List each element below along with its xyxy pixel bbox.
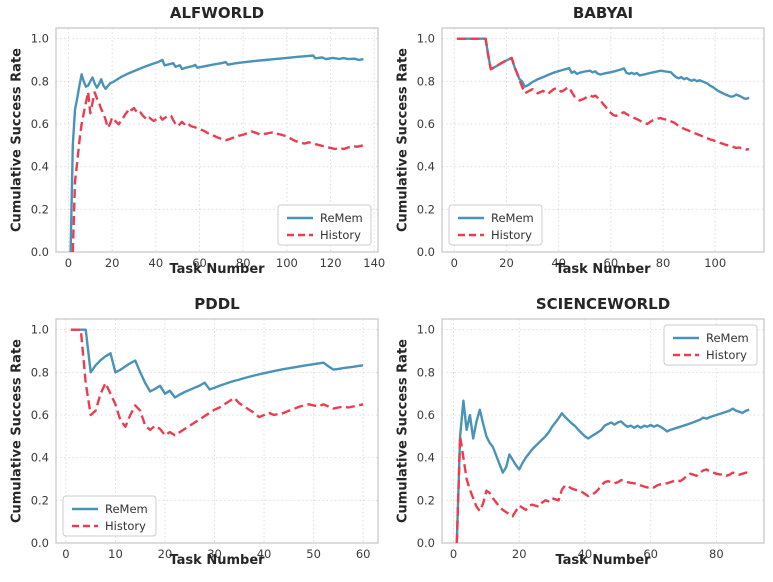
x-tick-label: 0 <box>62 547 69 561</box>
legend-label-remem: ReMem <box>320 211 363 225</box>
x-tick-label: 30 <box>207 547 222 561</box>
chart-alfworld: ALFWORLD Cumulative Success Rate 0 20 40 60… <box>0 0 386 291</box>
y-tick-label: 0.4 <box>417 451 435 465</box>
legend-label-remem: ReMem <box>105 502 148 516</box>
series-line-remem <box>70 328 364 399</box>
chart-scienceworld: SCIENCEWORLD Cumulative Success Rate 0 20… <box>386 291 773 582</box>
x-tick-label: 10 <box>108 547 123 561</box>
y-tick-label: 0.6 <box>417 408 435 422</box>
y-tick-label: 0.0 <box>31 245 49 259</box>
y-tick-label: 0.8 <box>417 365 435 379</box>
y-tick-label: 0.8 <box>31 365 49 379</box>
y-tick-label: 0.6 <box>31 117 49 131</box>
legend-label-history: History <box>491 228 532 242</box>
plot-area-scienceworld: 0 20 40 60 80 0.0 0.2 0.4 0.6 0.8 1.0 ReMem History <box>417 318 765 561</box>
x-tick-label: 60 <box>192 256 207 270</box>
plot-area-alfworld: 0 20 40 60 80 100 120 140 0.0 0.2 0.4 0.6 0.8 1.0 ReMe… <box>31 27 385 270</box>
axes-frame <box>55 27 379 253</box>
series-line-history <box>455 435 750 543</box>
x-tick-label: 140 <box>363 256 385 270</box>
x-tick-label: 20 <box>105 256 120 270</box>
axes-frame <box>441 27 765 253</box>
plot-area-pddl: 0 10 20 30 40 50 60 0.0 0.2 0.4 0.6 0.8 1.0 ReMem Hist… <box>31 318 379 561</box>
x-tick-label: 80 <box>709 547 724 561</box>
legend: ReMem History <box>448 204 543 246</box>
x-tick-label: 60 <box>643 547 658 561</box>
y-tick-label: 0.0 <box>417 245 435 259</box>
x-tick-label: 100 <box>276 256 298 270</box>
x-tick-label: 40 <box>578 547 593 561</box>
y-tick-label: 1.0 <box>31 32 49 46</box>
y-tick-label: 0.6 <box>31 408 49 422</box>
x-tick-label: 60 <box>356 547 371 561</box>
y-tick-label: 0.2 <box>31 493 49 507</box>
legend-label-remem: ReMem <box>706 331 749 345</box>
x-tick-label: 20 <box>512 547 527 561</box>
x-tick-label: 40 <box>149 256 164 270</box>
chart-title-alfworld: ALFWORLD <box>169 4 265 22</box>
y-tick-label: 0.8 <box>417 74 435 88</box>
x-tick-label: 20 <box>499 256 514 270</box>
y-tick-label: 1.0 <box>31 323 49 337</box>
y-tick-label: 0.0 <box>417 536 435 550</box>
x-tick-label: 0 <box>450 547 457 561</box>
x-tick-label: 100 <box>704 256 726 270</box>
x-tick-label: 120 <box>320 256 342 270</box>
y-tick-label: 0.4 <box>417 160 435 174</box>
series-line-history <box>70 328 364 437</box>
legend: ReMem History <box>277 204 372 246</box>
x-axis-label: Task Number <box>169 553 265 568</box>
chart-title-scienceworld: SCIENCEWORLD <box>535 295 671 313</box>
y-tick-label: 0.2 <box>417 202 435 216</box>
series-line-remem <box>69 54 364 252</box>
legend: ReMem History <box>663 324 758 366</box>
x-axis-label: Task Number <box>169 262 265 277</box>
x-tick-label: 0 <box>65 256 72 270</box>
x-axis-label: Task Number <box>555 553 651 568</box>
y-tick-label: 0.2 <box>31 202 49 216</box>
x-tick-label: 80 <box>656 256 671 270</box>
legend: ReMem History <box>62 495 157 537</box>
chart-babyai: BABYAI Cumulative Success Rate 0 20 40 60 80… <box>386 0 773 291</box>
chart-title-pddl: PDDL <box>194 295 240 313</box>
x-tick-label: 60 <box>604 256 619 270</box>
plot-area-babyai: 0 20 40 60 80 100 0.0 0.2 0.4 0.6 0.8 1.0 ReMem Histo… <box>417 27 765 270</box>
y-tick-label: 0.8 <box>31 74 49 88</box>
y-tick-label: 1.0 <box>417 323 435 337</box>
legend-label-remem: ReMem <box>491 211 534 225</box>
y-tick-label: 0.0 <box>31 536 49 550</box>
series-line-remem <box>455 399 750 543</box>
axes-frame <box>55 318 379 544</box>
chart-title-babyai: BABYAI <box>572 4 634 22</box>
legend-label-history: History <box>706 348 747 362</box>
x-tick-label: 50 <box>306 547 321 561</box>
series-line-history <box>456 37 750 151</box>
y-tick-label: 0.6 <box>417 117 435 131</box>
x-tick-label: 20 <box>158 547 173 561</box>
chart-pddl: PDDL Cumulative Success Rate 0 10 20 30 40 50… <box>0 291 386 582</box>
x-axis-label: Task Number <box>555 262 651 277</box>
series-line-history <box>71 90 364 252</box>
y-tick-label: 1.0 <box>417 32 435 46</box>
y-tick-label: 0.2 <box>417 493 435 507</box>
y-tick-label: 0.4 <box>31 451 49 465</box>
legend-label-history: History <box>320 228 361 242</box>
x-tick-label: 80 <box>236 256 251 270</box>
axes-frame <box>441 318 765 544</box>
x-tick-label: 0 <box>451 256 458 270</box>
x-tick-label: 40 <box>551 256 566 270</box>
legend-label-history: History <box>105 519 146 533</box>
series-line-remem <box>456 37 750 101</box>
y-tick-label: 0.4 <box>31 160 49 174</box>
x-tick-label: 40 <box>257 547 272 561</box>
